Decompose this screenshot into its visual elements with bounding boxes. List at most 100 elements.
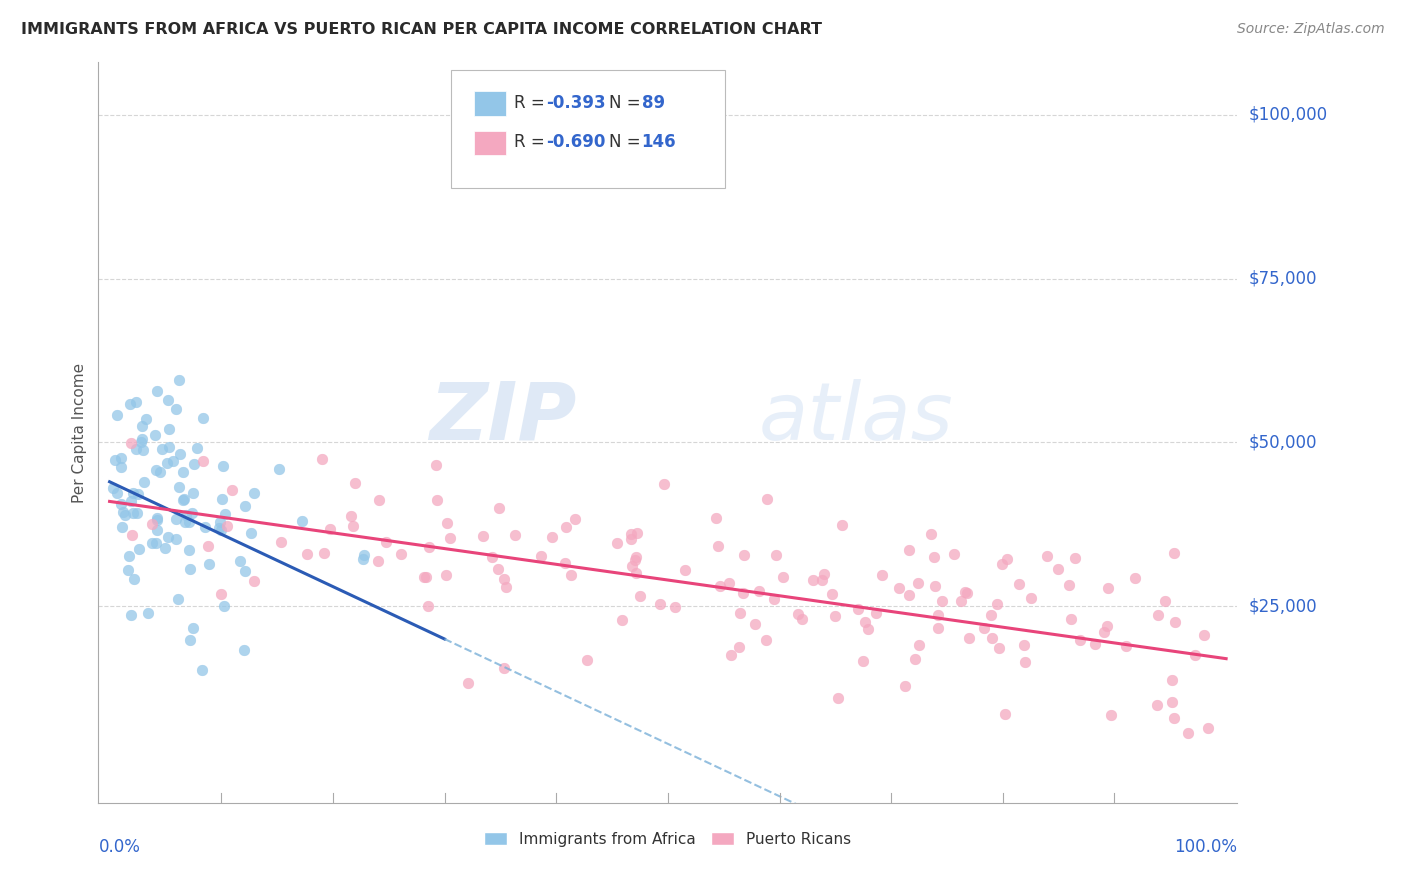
Point [987, 640, 1010, 655]
Point [956, 585, 979, 599]
Point [488, 501, 510, 516]
Point [436, 516, 458, 530]
Point [801, 573, 824, 587]
Point [762, 591, 785, 606]
Point [209, 587, 232, 601]
Point [786, 607, 808, 622]
Point [610, 614, 633, 628]
Point [718, 576, 741, 591]
Point [755, 632, 778, 647]
Point [1184, 648, 1206, 663]
Point [1153, 593, 1175, 607]
Point [904, 652, 927, 666]
Point [1064, 550, 1087, 565]
Text: -0.690: -0.690 [546, 134, 606, 152]
Point [367, 554, 389, 568]
Point [994, 707, 1017, 722]
Point [1194, 628, 1216, 642]
Point [894, 679, 917, 693]
Point [174, 515, 197, 529]
Point [177, 515, 200, 529]
Point [606, 536, 628, 550]
Point [208, 521, 231, 535]
Point [957, 632, 980, 646]
Point [620, 527, 643, 541]
Point [183, 621, 205, 635]
Point [103, 481, 125, 495]
Point [1014, 655, 1036, 669]
Point [141, 536, 163, 550]
Point [564, 512, 586, 526]
Point [167, 592, 190, 607]
Point [813, 566, 835, 581]
Point [887, 581, 910, 595]
Bar [474, 130, 506, 155]
Point [191, 663, 214, 677]
Point [744, 616, 766, 631]
Point [1163, 546, 1185, 560]
Point [125, 442, 148, 456]
Point [114, 508, 136, 522]
Point [811, 573, 834, 587]
Point [340, 508, 363, 523]
Text: 100.0%: 100.0% [1174, 838, 1237, 855]
Point [110, 451, 132, 466]
Point [150, 442, 173, 457]
Text: N =: N = [609, 95, 645, 112]
Text: $100,000: $100,000 [1249, 106, 1327, 124]
Point [1115, 639, 1137, 653]
Point [128, 541, 150, 556]
Point [162, 454, 184, 468]
Point [135, 412, 157, 426]
Point [121, 527, 143, 541]
Point [748, 584, 770, 599]
Point [673, 564, 696, 578]
Point [240, 525, 263, 540]
Point [720, 648, 742, 662]
Text: $25,000: $25,000 [1249, 598, 1317, 615]
Text: R =: R = [515, 134, 550, 152]
Point [343, 476, 366, 491]
Point [765, 548, 787, 562]
Point [1036, 549, 1059, 564]
Point [311, 452, 333, 467]
Point [122, 506, 145, 520]
Text: -0.393: -0.393 [546, 95, 606, 112]
Point [194, 520, 217, 534]
Point [827, 690, 849, 705]
Point [704, 511, 727, 525]
Point [733, 548, 755, 562]
Point [897, 587, 920, 601]
Point [110, 459, 132, 474]
Point [107, 408, 129, 422]
Point [624, 550, 647, 565]
Point [907, 575, 929, 590]
Point [122, 572, 145, 586]
Point [664, 600, 686, 615]
Point [134, 475, 156, 489]
Point [727, 640, 749, 655]
Point [269, 462, 291, 476]
Legend: Immigrants from Africa, Puerto Ricans: Immigrants from Africa, Puerto Ricans [477, 824, 859, 855]
Point [415, 570, 437, 584]
Point [821, 587, 844, 601]
Point [1019, 591, 1042, 605]
Point [621, 559, 644, 574]
Point [117, 563, 139, 577]
Point [176, 508, 198, 522]
Point [191, 454, 214, 468]
Point [981, 631, 1004, 645]
Point [772, 569, 794, 583]
Point [852, 654, 875, 668]
Point [242, 486, 264, 500]
Point [104, 453, 127, 467]
Point [481, 549, 503, 564]
Point [707, 539, 730, 553]
Point [619, 533, 641, 547]
Point [172, 466, 194, 480]
Point [486, 562, 509, 576]
Point [986, 597, 1008, 611]
Point [846, 602, 869, 616]
Point [374, 535, 396, 549]
Point [995, 552, 1018, 566]
